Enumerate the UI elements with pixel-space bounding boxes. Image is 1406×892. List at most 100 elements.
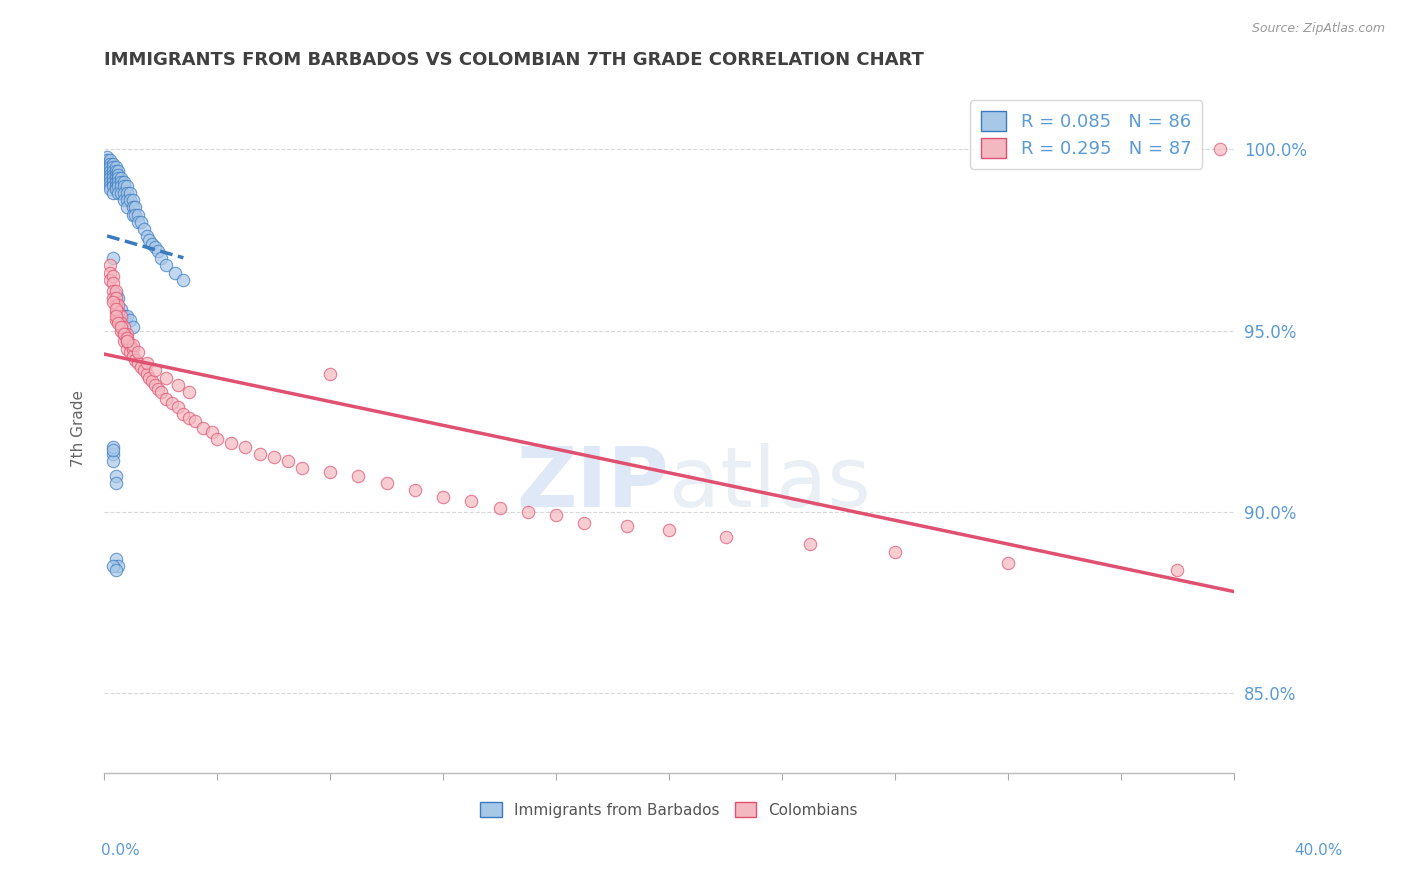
Point [98,171,121,186]
Point [107,168,129,182]
Point [143,240,166,254]
Point [101,559,124,574]
Point [104,175,127,189]
Point [235,440,257,454]
Point [201,425,224,439]
Point [884,544,907,558]
Point [101,454,124,468]
Point [101,443,124,458]
Point [104,312,127,326]
Point [118,186,141,200]
Point [132,222,155,236]
Point [121,200,143,214]
Point [112,193,135,207]
Text: 0.0%: 0.0% [101,843,141,858]
Point [115,200,138,214]
Point [98,273,121,287]
Point [1166,563,1188,577]
Point [166,378,188,392]
Point [107,316,129,330]
Point [112,327,135,342]
Point [104,164,127,178]
Point [96,157,118,171]
Point [112,186,135,200]
Point [115,193,138,207]
Point [118,338,141,352]
Point [104,563,127,577]
Point [101,186,124,200]
Point [112,178,135,193]
Point [101,164,124,178]
Point [101,269,124,284]
Point [155,370,177,384]
Point [263,450,285,465]
Text: 40.0%: 40.0% [1295,843,1343,858]
Point [104,298,127,312]
Point [132,363,155,377]
Point [112,327,135,342]
Point [110,171,132,186]
Point [146,244,169,258]
Point [98,168,121,182]
Point [101,251,124,265]
Point [121,208,143,222]
Point [118,312,141,326]
Point [177,385,200,400]
Point [115,178,138,193]
Point [143,378,166,392]
Point [129,215,152,229]
Point [98,266,121,280]
Point [141,236,163,251]
Legend: Immigrants from Barbados, Colombians: Immigrants from Barbados, Colombians [474,796,863,823]
Point [277,454,299,468]
Point [135,356,157,370]
Point [107,171,129,186]
Point [160,396,183,410]
Point [177,410,200,425]
Point [104,305,127,319]
Point [460,494,482,508]
Point [96,150,118,164]
Point [112,309,135,323]
Point [112,334,135,349]
Point [104,161,127,175]
Point [104,284,127,298]
Point [110,324,132,338]
Point [149,385,172,400]
Point [104,475,127,490]
Point [714,530,737,544]
Point [146,382,169,396]
Point [191,421,214,435]
Point [115,186,138,200]
Point [101,294,124,309]
Point [98,164,121,178]
Point [104,287,127,301]
Point [129,359,152,374]
Point [163,266,186,280]
Point [799,537,821,551]
Point [112,175,135,189]
Point [110,301,132,316]
Point [616,519,638,533]
Point [98,153,121,168]
Point [141,374,163,388]
Text: IMMIGRANTS FROM BARBADOS VS COLOMBIAN 7TH GRADE CORRELATION CHART: IMMIGRANTS FROM BARBADOS VS COLOMBIAN 7T… [104,51,924,69]
Point [658,523,681,537]
Point [107,164,129,178]
Point [104,291,127,305]
Point [118,345,141,359]
Point [121,342,143,356]
Point [107,175,129,189]
Point [104,178,127,193]
Point [96,161,118,175]
Point [101,291,124,305]
Point [574,516,596,530]
Point [110,320,132,334]
Point [124,200,146,214]
Point [172,407,194,421]
Point [127,356,149,370]
Point [112,320,135,334]
Point [98,161,121,175]
Point [98,182,121,196]
Point [149,251,172,265]
